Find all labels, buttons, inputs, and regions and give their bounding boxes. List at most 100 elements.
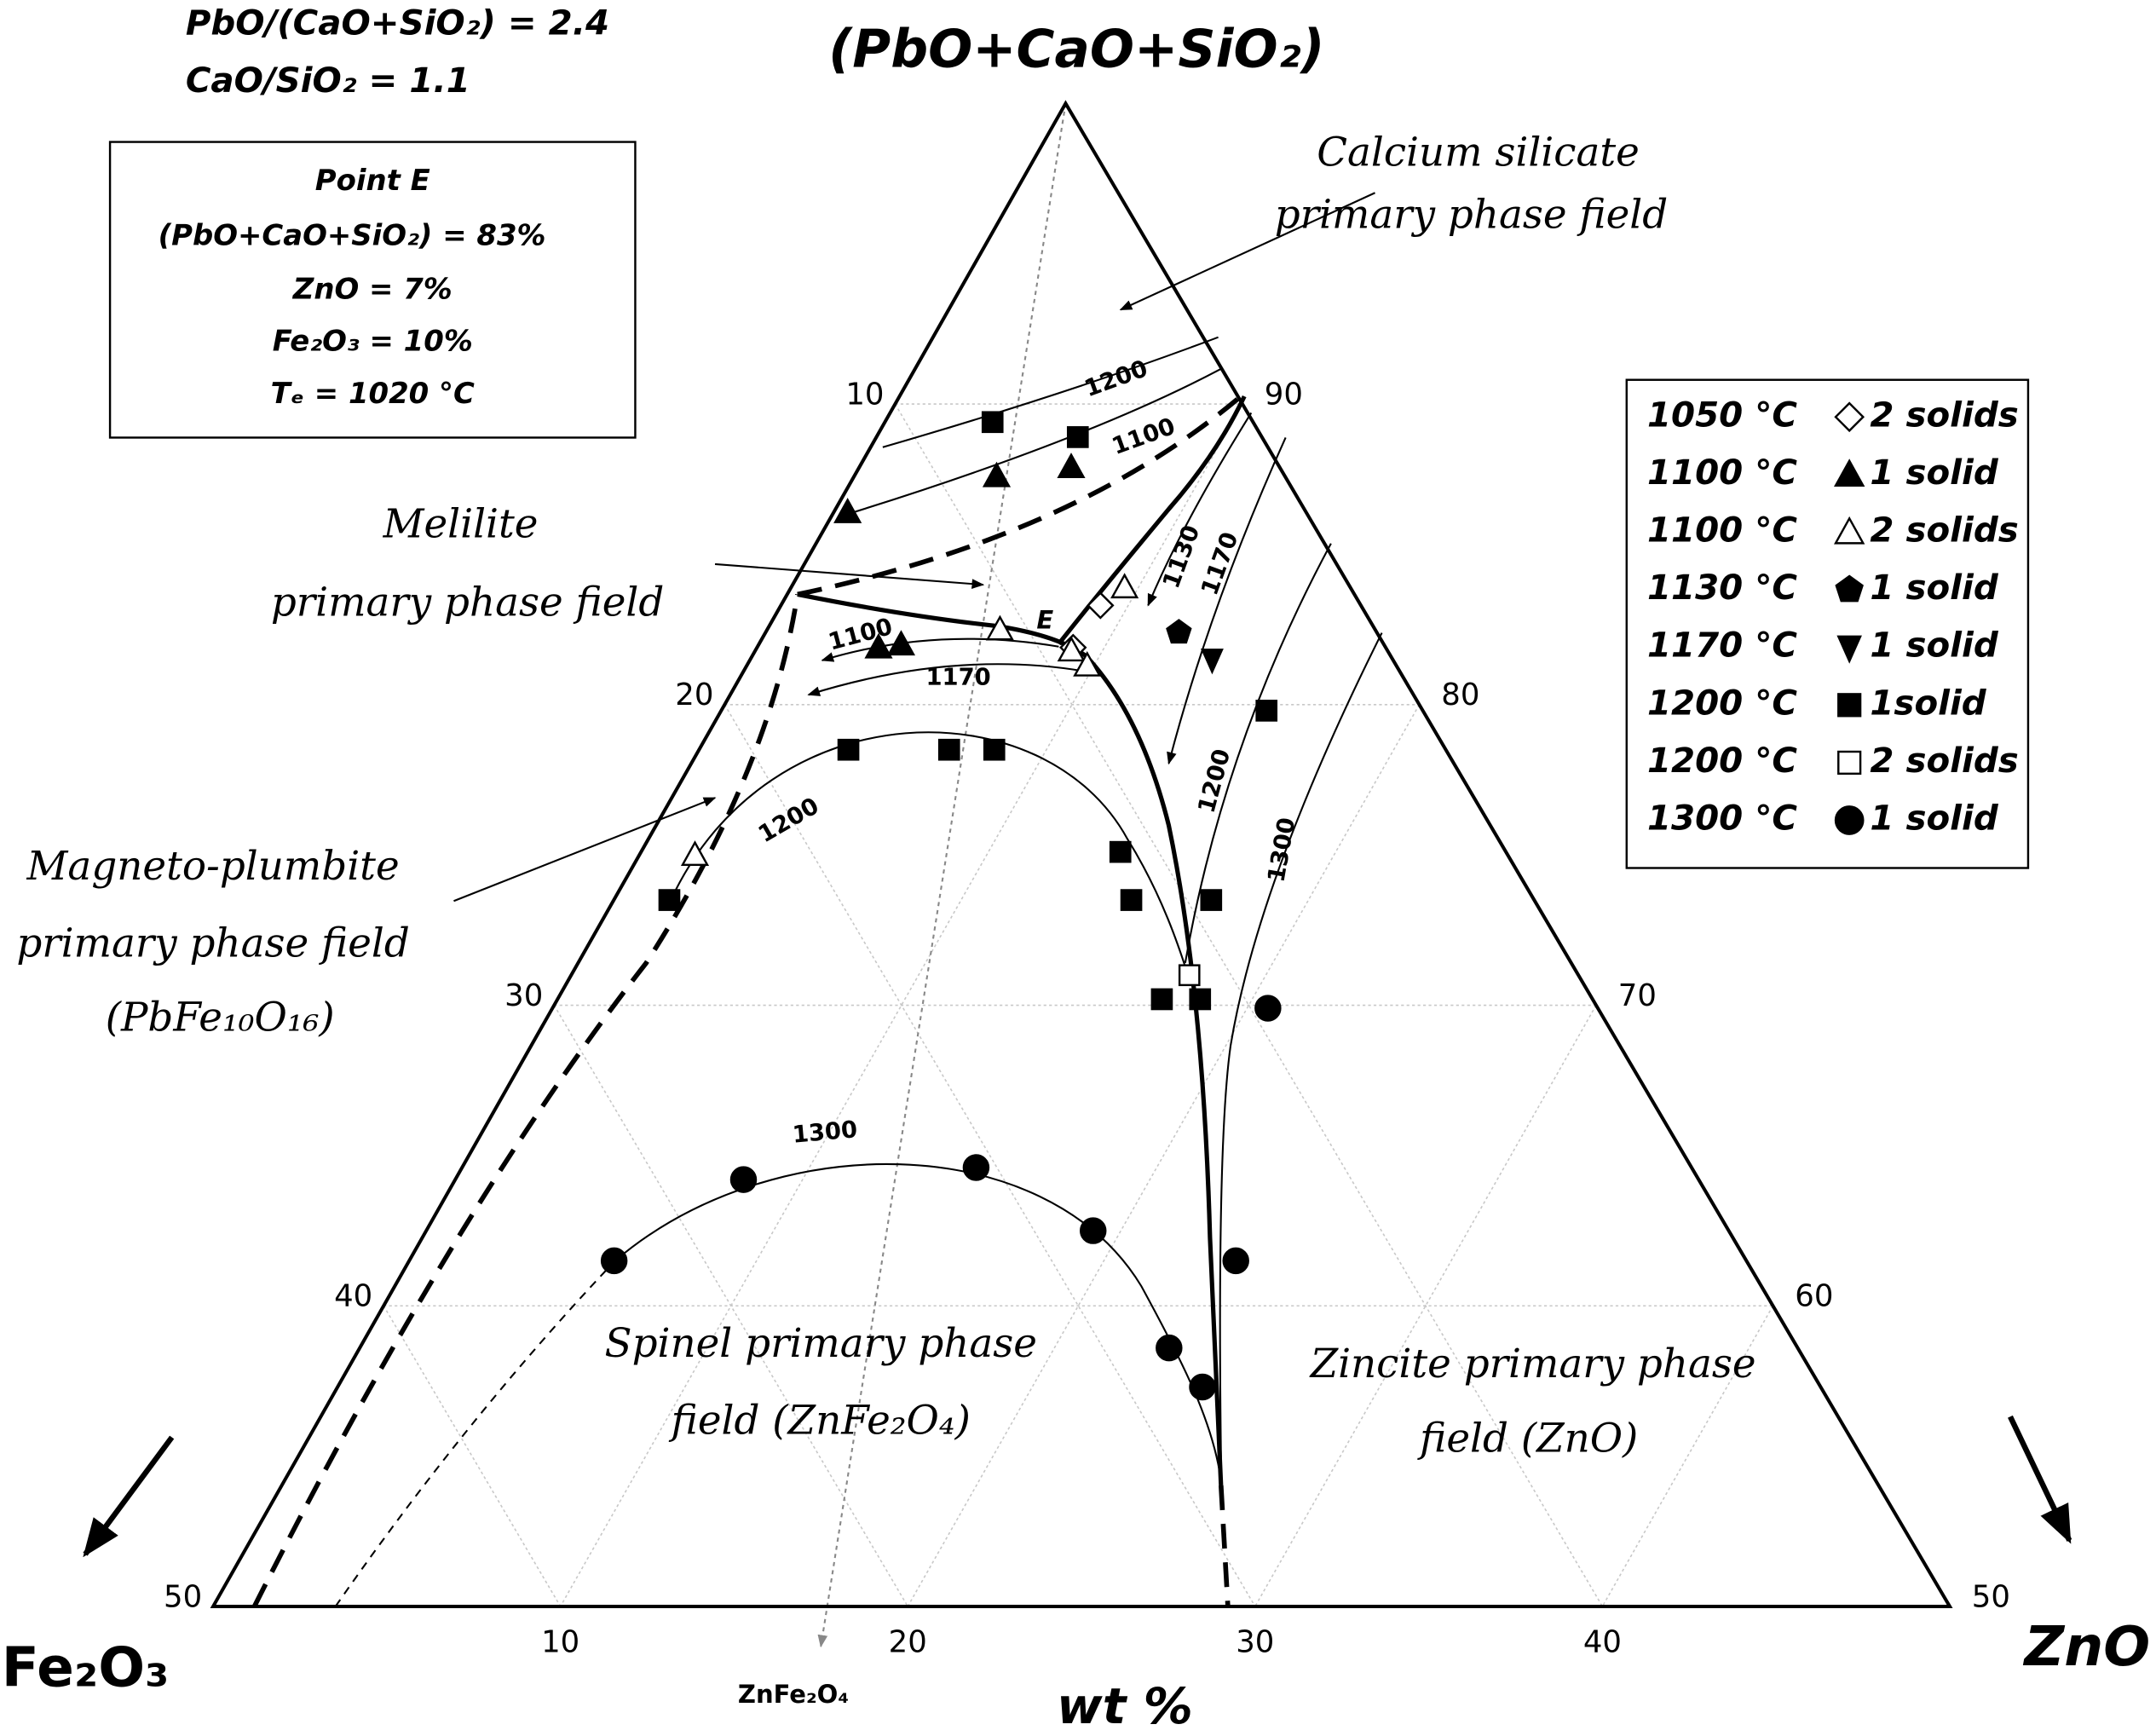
- isotherm-label: 1300: [1264, 816, 1301, 885]
- right-tick-label: 60: [1795, 1279, 1833, 1314]
- axis-label: wt %: [1057, 1677, 1193, 1735]
- legend-marker: [1834, 805, 1865, 835]
- right-tick-label: 50: [1972, 1579, 2010, 1614]
- legend-marker: [1837, 750, 1862, 776]
- data-point: [982, 461, 1012, 487]
- data-point: [962, 1154, 990, 1181]
- legend-label: 1 solid: [1870, 799, 1998, 839]
- legend-label: 1300 °C: [1647, 799, 1797, 839]
- right-tick-label: 90: [1265, 377, 1303, 412]
- field-label: field (ZnFe₂O₄): [669, 1398, 971, 1444]
- field-label: Zincite primary phase: [1309, 1341, 1756, 1387]
- grid-line: [907, 704, 1421, 1607]
- data-point: [886, 630, 916, 656]
- bottom-tick-label: 10: [541, 1625, 579, 1660]
- boundary-dashed: [334, 1260, 616, 1607]
- legend-label: 1100 °C: [1647, 510, 1797, 550]
- data-point: [1189, 1373, 1216, 1401]
- isotherm: [821, 637, 1059, 662]
- isotherm: [840, 367, 1222, 518]
- data-point: [1109, 840, 1132, 863]
- point-e-box: [108, 141, 637, 439]
- triangle-frame: [210, 100, 1953, 1608]
- direction-label: ZnFe₂O₄: [738, 1680, 849, 1709]
- data-point: [1254, 995, 1282, 1022]
- boundary-dashed: [251, 593, 800, 1608]
- isotherm: [1219, 632, 1383, 1458]
- data-point: [1166, 619, 1192, 644]
- data-point: [981, 411, 1004, 434]
- data-point: [864, 632, 893, 659]
- data-point: [1200, 889, 1223, 911]
- legend-marker: [1833, 516, 1865, 545]
- legend-label: 2 solids: [1870, 741, 2018, 781]
- data-point: [1073, 650, 1102, 677]
- boundary-dashed: [797, 397, 1239, 597]
- left-tick-label: 20: [675, 678, 713, 712]
- boundary: [1057, 395, 1247, 646]
- data-point: [937, 738, 960, 761]
- isotherm: [1184, 543, 1332, 964]
- field-label: Melilite: [383, 501, 539, 547]
- data-point: [1150, 988, 1173, 1011]
- data-points: [600, 411, 1282, 1401]
- legend-label: 1130 °C: [1647, 568, 1797, 608]
- chart-title: (PbO+CaO+SiO₂): [828, 19, 1324, 79]
- isotherm-label: 1100: [1109, 413, 1179, 460]
- data-point: [1087, 591, 1115, 620]
- pointer: [714, 562, 985, 589]
- box-line: (PbO+CaO+SiO₂) = 83%: [159, 218, 546, 251]
- legend-box: [1625, 378, 2030, 869]
- isotherm: [882, 336, 1219, 448]
- field-label: (PbFe₁₀O₁₆): [106, 995, 335, 1041]
- field-label: primary phase field: [16, 920, 410, 966]
- left-tick-label: 30: [504, 978, 543, 1013]
- data-point: [837, 738, 860, 761]
- isotherm-label: 1170: [925, 664, 990, 690]
- bottom-tick-label: 40: [1583, 1625, 1622, 1660]
- field-label: primary phase field: [271, 580, 665, 626]
- field-label: Magneto-plumbite: [26, 844, 400, 890]
- header-line: CaO/SiO₂ = 1.1: [186, 61, 470, 101]
- grid-line: [1601, 1305, 1774, 1607]
- boundary: [797, 591, 1224, 1486]
- left-tick-label: 40: [334, 1279, 372, 1314]
- corner-label: ZnO: [2023, 1615, 2151, 1679]
- legend-label: 1050 °C: [1647, 395, 1797, 435]
- legend-label: 1100 °C: [1647, 453, 1797, 493]
- left-tick-label: 10: [845, 377, 884, 412]
- right-tick-label: 80: [1441, 678, 1479, 712]
- isotherm-label: 1130: [1158, 522, 1205, 591]
- legend-marker: [1837, 693, 1862, 718]
- boundary-dashed: [1218, 1485, 1231, 1607]
- data-point: [1066, 426, 1089, 448]
- data-point: [983, 738, 1006, 761]
- corner-label: Fe₂O₃: [2, 1635, 170, 1699]
- pointer: [1119, 192, 1375, 311]
- legend-label: 2 solids: [1870, 395, 2018, 435]
- legend-label: 1200 °C: [1647, 741, 1797, 781]
- legend-label: 2 solids: [1870, 510, 2018, 550]
- field-label: Calcium silicate: [1317, 130, 1640, 176]
- pointer: [453, 797, 717, 903]
- direction-arrow: [83, 1435, 175, 1558]
- legend-label: 1170 °C: [1647, 626, 1797, 666]
- data-point: [1200, 649, 1224, 675]
- right-tick-label: 70: [1618, 978, 1657, 1013]
- data-point: [1080, 1217, 1107, 1244]
- data-point: [658, 889, 681, 911]
- field-label: field (ZnO): [1417, 1416, 1638, 1462]
- data-point: [1120, 889, 1143, 911]
- isotherm-label: 1170: [1196, 528, 1243, 598]
- box-line: Tₑ = 1020 °C: [271, 377, 475, 410]
- box-line: Fe₂O₃ = 10%: [273, 325, 473, 358]
- grid-line: [723, 704, 1256, 1607]
- legend-marker: [1834, 401, 1865, 433]
- bottom-tick-label: 30: [1236, 1625, 1274, 1660]
- data-point: [729, 1166, 758, 1193]
- data-point: [1110, 573, 1139, 599]
- legend-marker: [1835, 574, 1864, 603]
- header-line: PbO/(CaO+SiO₂) = 2.4: [186, 3, 609, 43]
- bottom-tick-label: 20: [889, 1625, 927, 1660]
